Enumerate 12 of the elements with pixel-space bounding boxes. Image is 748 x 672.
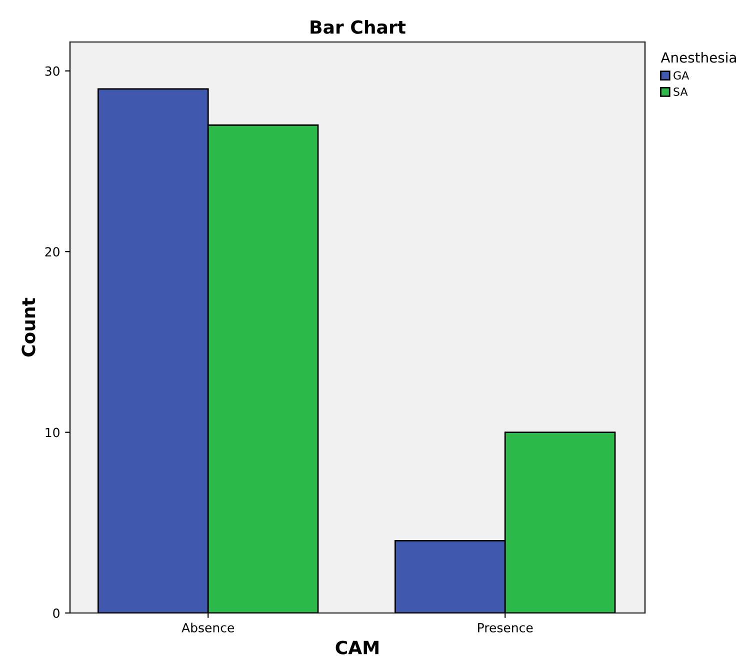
- legend-label: SA: [674, 88, 688, 96]
- y-tick-label: 10: [46, 428, 60, 438]
- y-tick-label: 20: [45, 247, 60, 257]
- x-tick-label: Presence: [478, 623, 533, 632]
- x-axis-title: CAM: [336, 640, 378, 654]
- y-tick-label: 0: [53, 608, 60, 618]
- chart-title: Bar Chart: [310, 20, 406, 34]
- x-tick-label: Absence: [182, 622, 234, 632]
- legend-label: GA: [674, 71, 690, 80]
- y-axis-title: Count: [22, 298, 36, 357]
- legend-title: Anesthesia: [660, 52, 736, 63]
- y-tick-label: 30: [45, 66, 60, 76]
